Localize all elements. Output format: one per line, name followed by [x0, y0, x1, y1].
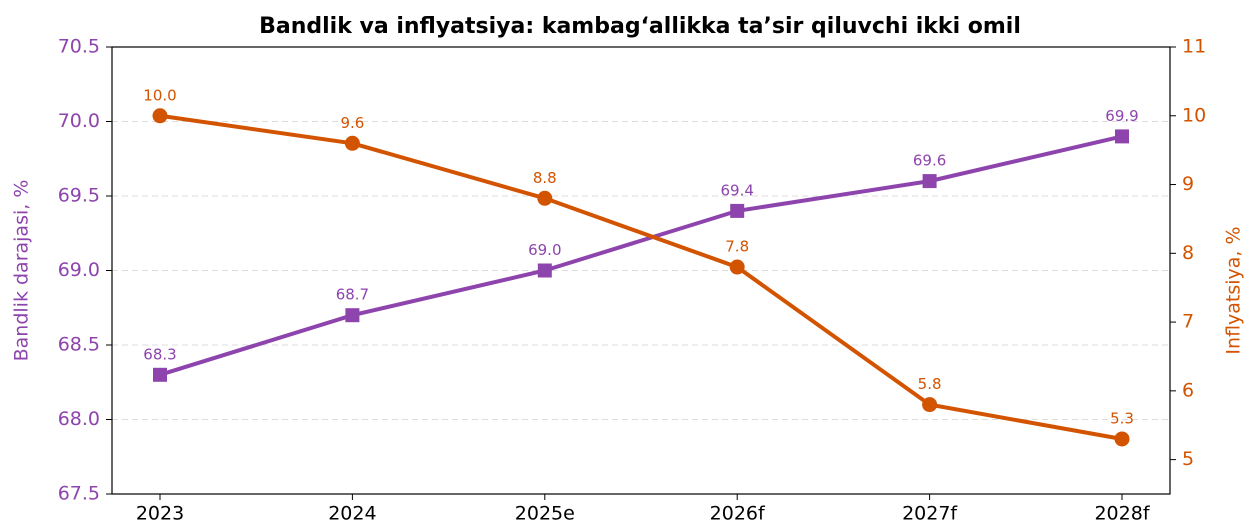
data-label: 8.8 — [533, 169, 557, 187]
data-label: 69.6 — [913, 152, 946, 170]
data-label: 9.6 — [340, 114, 364, 132]
data-label: 7.8 — [725, 238, 749, 256]
y2-tick-label: 6 — [1182, 379, 1194, 401]
y-tick-label: 68.5 — [58, 334, 100, 356]
marker — [1115, 129, 1129, 144]
x-tick-label: 2023 — [136, 503, 184, 525]
marker — [537, 190, 553, 206]
y2-tick-label: 7 — [1182, 311, 1194, 333]
marker — [152, 108, 168, 124]
marker — [537, 263, 552, 278]
y2-tick-label: 10 — [1182, 104, 1206, 126]
x-tick-label: 2026f — [710, 503, 766, 525]
x-tick-label: 2024 — [328, 503, 376, 525]
data-label: 5.8 — [918, 375, 942, 393]
y2-tick-label: 9 — [1182, 173, 1194, 195]
data-label: 69.0 — [528, 241, 561, 259]
y-tick-label: 67.5 — [58, 483, 100, 505]
y2-axis-label: Inflyatsiya, % — [1223, 226, 1245, 354]
data-label: 68.3 — [143, 345, 176, 363]
y2-tick-label: 11 — [1182, 36, 1206, 58]
plot-frame — [111, 46, 1171, 495]
marker — [730, 203, 745, 218]
marker — [922, 174, 937, 189]
x-tick-label: 2027f — [902, 503, 958, 525]
marker — [922, 397, 938, 413]
y-tick-label: 69.5 — [58, 185, 100, 207]
marker — [729, 259, 745, 275]
y-tick-label: 68.0 — [58, 408, 100, 430]
y-tick-label: 70.0 — [58, 110, 100, 132]
line — [159, 134, 1123, 377]
data-label: 69.4 — [720, 181, 753, 199]
data-label: 68.7 — [336, 286, 369, 304]
y-axis-label: Bandlik darajasi, % — [11, 180, 33, 362]
marker — [153, 367, 167, 382]
y-tick-label: 70.5 — [58, 36, 100, 58]
y2-tick-label: 5 — [1182, 448, 1194, 470]
data-label: 69.9 — [1105, 107, 1138, 125]
y2-tick-label: 8 — [1182, 242, 1194, 264]
line — [159, 113, 1123, 441]
chart-title: Bandlik va inflyatsiya: kambag‘allikka t… — [259, 14, 1021, 39]
marker — [345, 308, 360, 323]
y-tick-label: 69.0 — [58, 259, 100, 281]
marker — [344, 135, 360, 151]
x-tick-label: 2025e — [515, 503, 575, 525]
data-label: 10.0 — [143, 86, 176, 104]
x-tick-label: 2028f — [1094, 503, 1150, 525]
marker — [1114, 431, 1130, 447]
data-label: 5.3 — [1110, 409, 1134, 427]
